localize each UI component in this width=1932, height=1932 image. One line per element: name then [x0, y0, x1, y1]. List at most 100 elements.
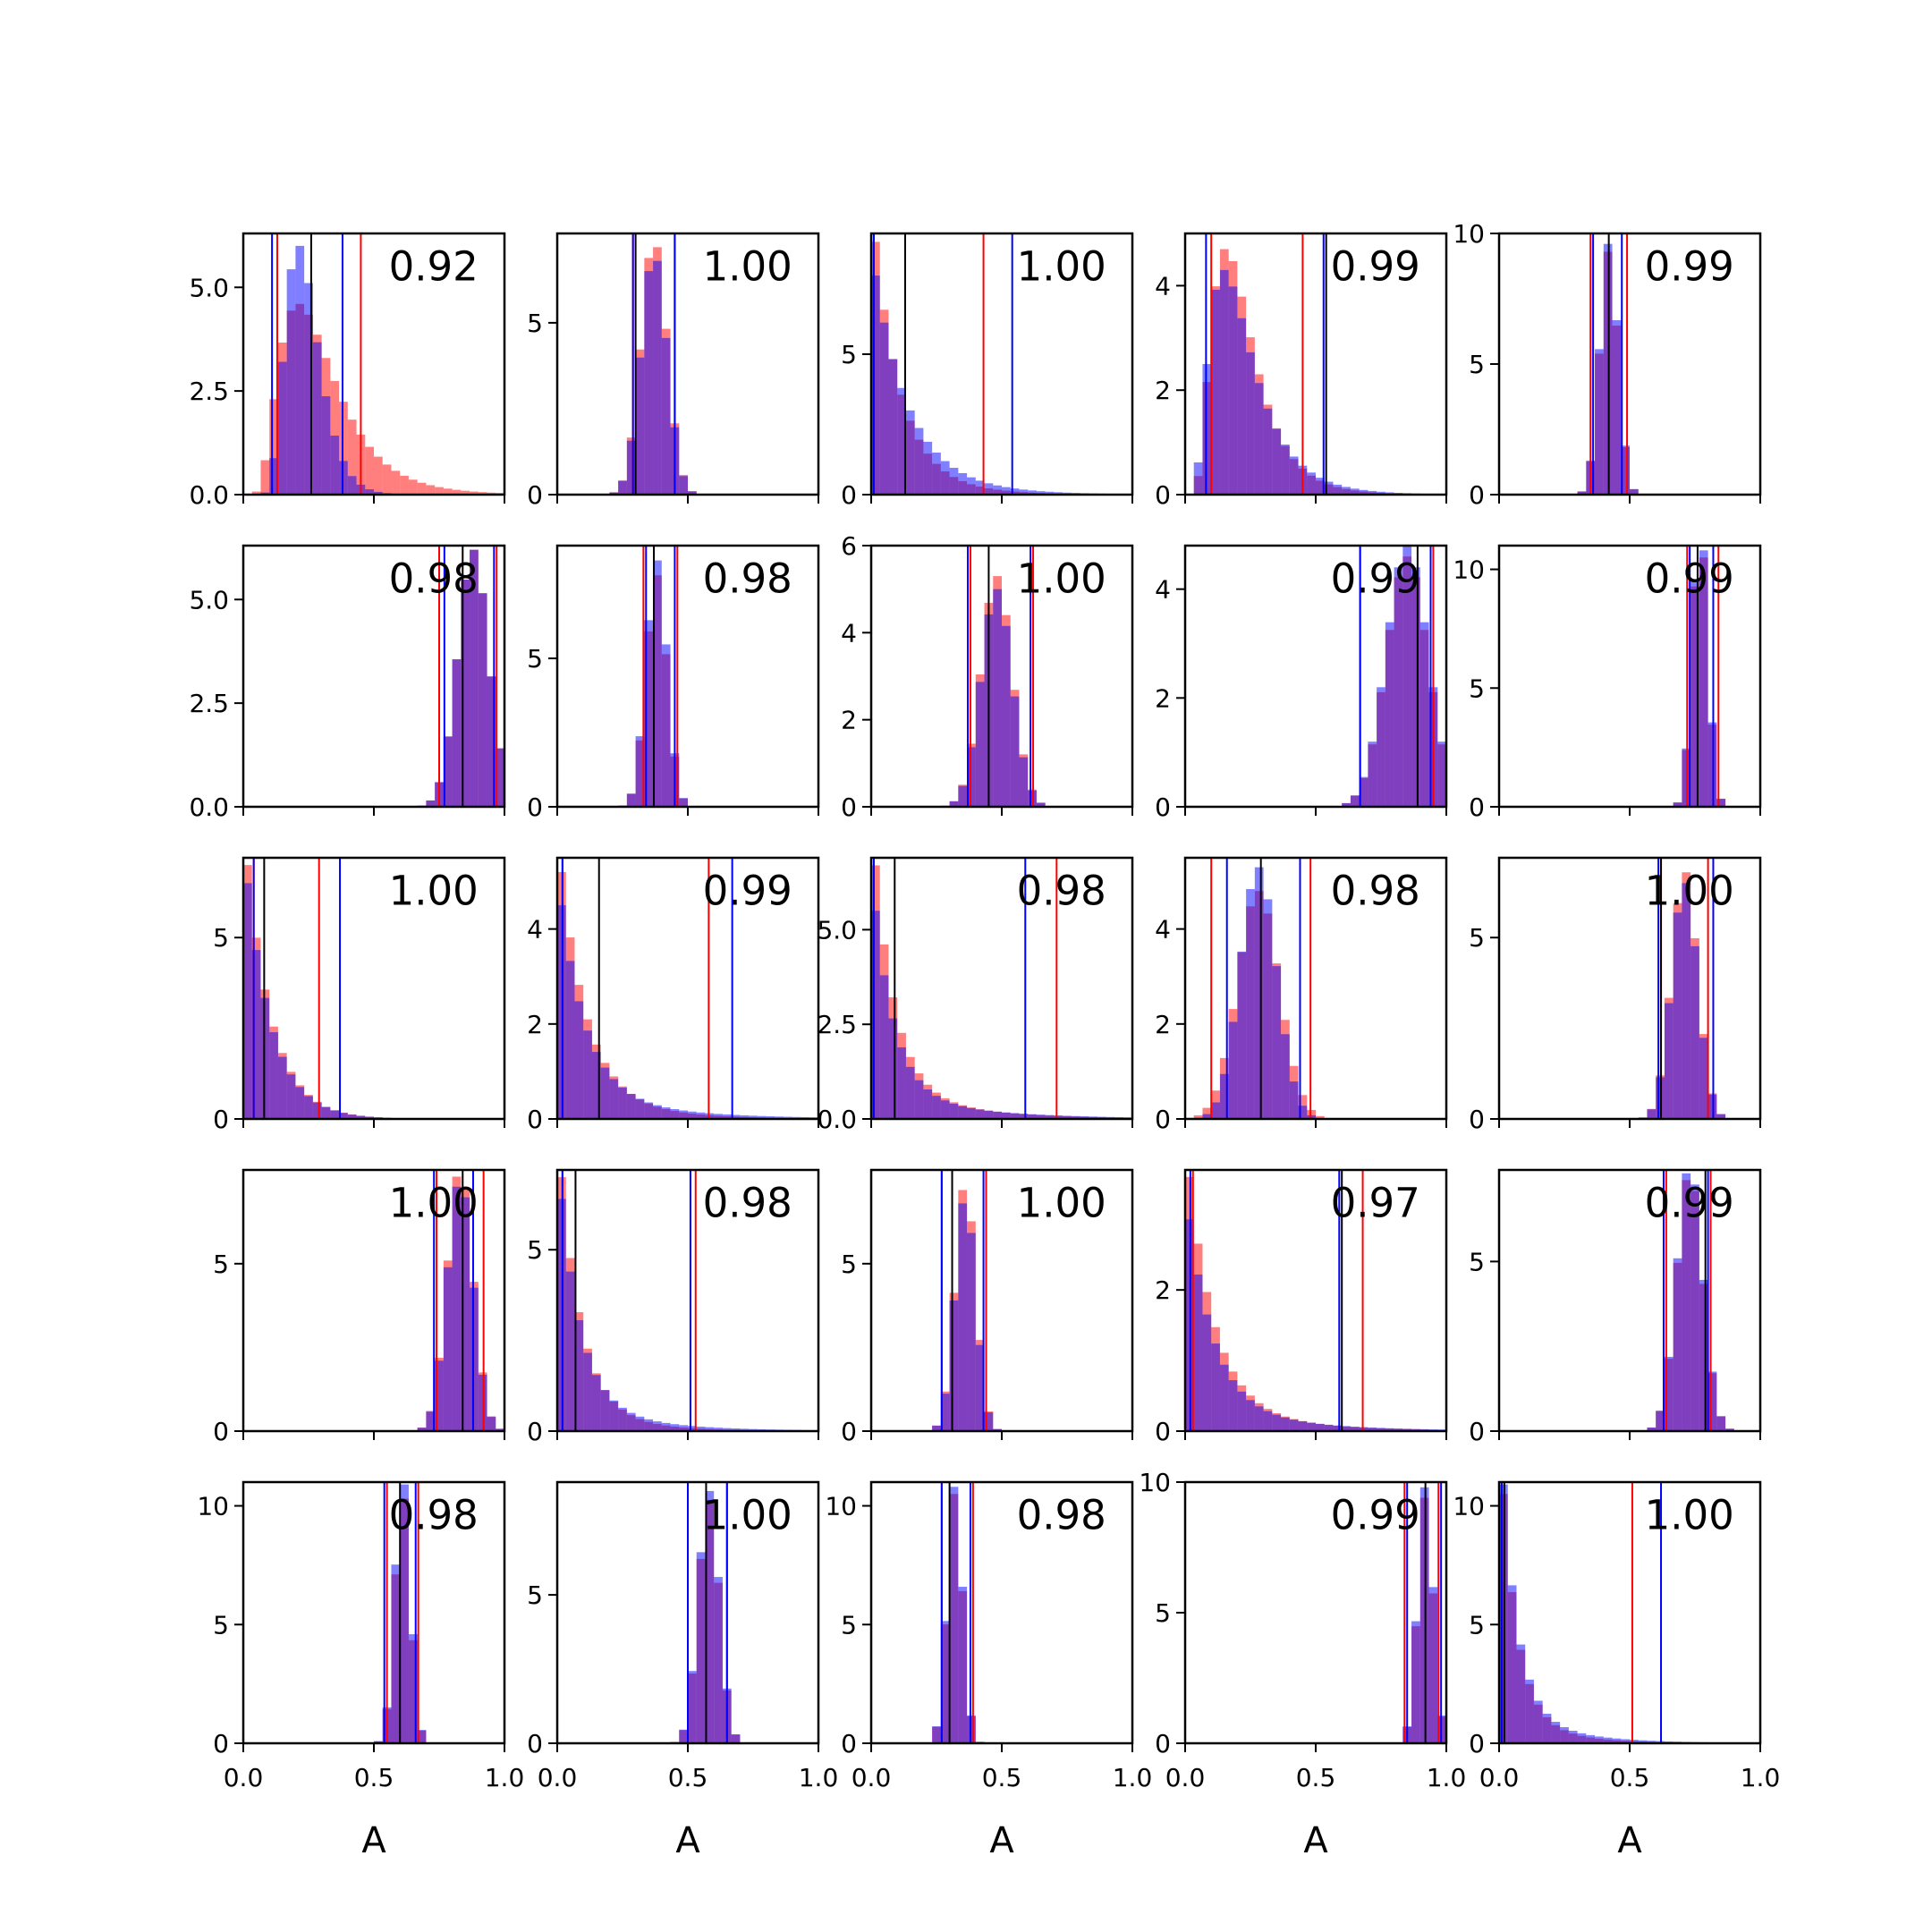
correlation-label: 1.00 — [1645, 868, 1734, 915]
y-tick-label: 0 — [1155, 792, 1171, 822]
blue-bar — [1228, 286, 1238, 495]
y-tick-label: 2 — [1155, 1275, 1171, 1305]
y-tick-label: 0 — [1469, 1105, 1485, 1134]
x-tick-label: 0.0 — [1479, 1763, 1520, 1792]
blue-bar — [269, 458, 278, 495]
blue-bar — [1202, 1314, 1212, 1431]
blue-bar — [1394, 567, 1403, 807]
x-tick-label: 1.0 — [1427, 1763, 1467, 1792]
y-tick-label: 0 — [841, 792, 857, 822]
blue-bar — [722, 1428, 732, 1431]
blue-bar — [993, 589, 1002, 807]
blue-bar — [1298, 1106, 1308, 1119]
blue-bar — [993, 1111, 1002, 1119]
blue-bar — [653, 560, 662, 807]
y-tick-label: 5 — [1469, 1247, 1485, 1276]
x-tick-label: 0.5 — [1610, 1763, 1650, 1792]
red-bar — [417, 482, 427, 495]
blue-bar — [975, 682, 985, 807]
x-tick-label: 1.0 — [1113, 1763, 1153, 1792]
y-tick-label: 2 — [1155, 683, 1171, 713]
correlation-label: 0.99 — [1331, 1492, 1420, 1539]
blue-bar — [461, 580, 470, 807]
x-tick-label: 1.0 — [799, 1763, 839, 1792]
blue-bar — [1342, 1426, 1351, 1431]
blue-bar — [1350, 488, 1360, 495]
correlation-label: 0.98 — [1331, 868, 1420, 915]
blue-bar — [653, 260, 662, 495]
blue-bar — [888, 359, 898, 495]
blue-histogram — [243, 883, 401, 1119]
blue-bar — [1211, 1343, 1220, 1431]
red-bar — [400, 475, 409, 495]
blue-bar — [565, 1271, 575, 1431]
panel-2-2: 050.98 — [527, 544, 820, 822]
blue-bar — [984, 1110, 994, 1119]
blue-bar — [1324, 481, 1334, 495]
correlation-label: 1.00 — [389, 868, 479, 915]
y-tick-label: 5 — [1469, 350, 1485, 379]
blue-bar — [304, 283, 313, 495]
panel-3-5: 051.00 — [1469, 856, 1762, 1134]
correlation-label: 0.98 — [703, 1180, 792, 1227]
blue-bar — [688, 1426, 697, 1431]
x-tick-label: 0.0 — [538, 1763, 578, 1792]
blue-bar — [740, 1114, 750, 1119]
blue-bar — [1377, 491, 1385, 495]
red-bar — [478, 492, 487, 495]
correlation-label: 0.99 — [703, 868, 792, 915]
y-tick-label: 0 — [213, 1105, 229, 1134]
blue-bar — [1699, 1279, 1708, 1431]
blue-bar — [1437, 741, 1446, 807]
blue-bar — [626, 1412, 636, 1431]
y-tick-label: 2 — [1155, 376, 1171, 405]
blue-bar — [1219, 1073, 1229, 1119]
blue-bar — [1272, 966, 1282, 1119]
blue-bar — [1036, 802, 1046, 807]
panel-3-4: 0 2 4 0.98 — [1155, 856, 1448, 1134]
blue-bar — [705, 1427, 715, 1431]
blue-bar — [679, 798, 688, 807]
blue-bar — [1638, 1740, 1648, 1743]
y-tick-label: 2.5 — [189, 689, 229, 718]
y-tick-label: 0 — [841, 1729, 857, 1758]
blue-bar — [1359, 489, 1368, 495]
y-tick-label: 5 — [213, 1610, 229, 1640]
blue-bar — [1342, 487, 1351, 495]
blue-bar — [670, 1108, 680, 1119]
blue-histogram — [923, 1487, 985, 1743]
y-tick-label: 0 — [1469, 1417, 1485, 1446]
y-tick-label: 5 — [527, 309, 543, 338]
blue-bar — [661, 1107, 671, 1119]
blue-bar — [1621, 445, 1630, 495]
blue-bar — [967, 1107, 976, 1119]
blue-bar — [1699, 1038, 1708, 1119]
blue-bar — [339, 1113, 348, 1119]
blue-bar — [1699, 550, 1708, 807]
blue-bar — [1193, 462, 1203, 495]
y-tick-label: 0 — [841, 480, 857, 510]
y-tick-label: 2 — [1155, 1010, 1171, 1039]
y-tick-label: 0 — [1155, 1417, 1171, 1446]
blue-bar — [461, 1197, 470, 1431]
blue-bar — [1036, 1114, 1046, 1119]
blue-bar — [1419, 622, 1429, 807]
red-bar — [408, 479, 418, 495]
red-bar — [1202, 1107, 1212, 1119]
y-tick-label: 0 — [527, 1729, 543, 1758]
blue-bar — [626, 793, 636, 807]
blue-bar — [243, 883, 252, 1119]
blue-bar — [1377, 687, 1385, 807]
x-tick-label: 0.5 — [354, 1763, 394, 1792]
blue-bar — [1673, 802, 1682, 807]
correlation-label: 0.92 — [389, 243, 479, 291]
blue-bar — [618, 1407, 627, 1431]
blue-bar — [1246, 1400, 1255, 1431]
blue-bar — [1359, 776, 1368, 807]
y-tick-label: 5 — [527, 1580, 543, 1610]
blue-bar — [1272, 428, 1282, 495]
blue-bar — [1551, 1722, 1561, 1743]
blue-bar — [766, 1116, 775, 1119]
correlation-label: 0.97 — [1331, 1180, 1420, 1227]
blue-bar — [400, 1484, 409, 1743]
